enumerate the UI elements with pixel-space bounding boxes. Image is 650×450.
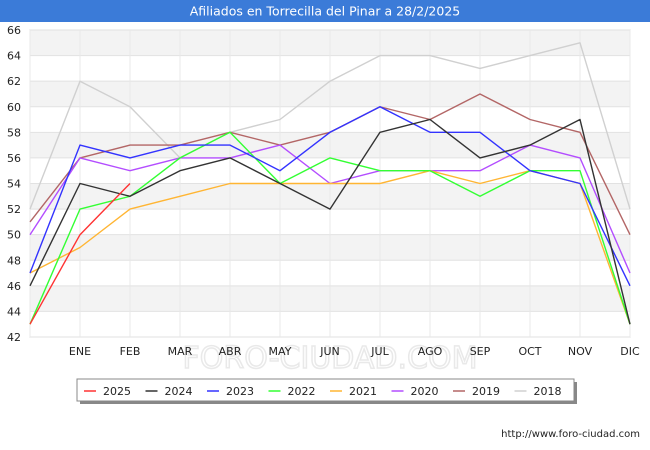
x-tick-label: ENE xyxy=(69,345,91,358)
legend-item-2020: 2020 xyxy=(391,385,439,398)
legend-label: 2023 xyxy=(226,385,254,398)
footer-url[interactable]: http://www.foro-ciudad.com xyxy=(501,429,640,440)
series-line-2025 xyxy=(29,183,131,325)
legend-item-2018: 2018 xyxy=(514,385,562,398)
legend-label: 2024 xyxy=(165,385,193,398)
x-tick-label: MAY xyxy=(269,345,292,358)
y-tick-label: 62 xyxy=(7,75,21,88)
x-tick-label: AGO xyxy=(418,345,443,358)
legend-label: 2018 xyxy=(534,385,562,398)
x-tick-label: OCT xyxy=(518,345,541,358)
x-tick-label: FEB xyxy=(120,345,141,358)
y-tick-label: 66 xyxy=(7,24,21,37)
watermark: FORO-CIUDAD.COM xyxy=(183,341,478,376)
series-line-2023 xyxy=(29,106,631,287)
title-bar xyxy=(0,0,650,22)
y-tick-label: 46 xyxy=(7,280,21,293)
x-tick-label: SEP xyxy=(470,345,491,358)
legend-item-2023: 2023 xyxy=(207,385,254,398)
y-tick-label: 64 xyxy=(7,50,21,63)
y-tick-label: 44 xyxy=(7,305,21,318)
legend-item-2024: 2024 xyxy=(145,385,193,398)
y-axis-ticks: 42 44 46 48 50 52 54 56 58 60 62 64 66 xyxy=(7,24,21,344)
legend-label: 2021 xyxy=(349,385,377,398)
x-tick-label: NOV xyxy=(568,345,593,358)
series-line-2024 xyxy=(29,118,631,325)
x-tick-label: JUL xyxy=(370,345,389,358)
legend: 2025 2024 2023 2022 2021 2020 2019 2018 xyxy=(84,385,562,398)
y-tick-label: 48 xyxy=(7,254,21,267)
legend-item-2022: 2022 xyxy=(268,385,316,398)
x-tick-label: ABR xyxy=(219,345,242,358)
legend-label: 2025 xyxy=(103,385,131,398)
x-tick-label: MAR xyxy=(168,345,193,358)
y-tick-label: 52 xyxy=(7,203,21,216)
legend-box xyxy=(76,378,575,402)
y-tick-label: 60 xyxy=(7,101,21,114)
legend-item-2025: 2025 xyxy=(84,385,131,398)
legend-label: 2022 xyxy=(288,385,316,398)
y-tick-label: 42 xyxy=(7,331,21,344)
x-axis-ticks: ENE FEB MAR ABR MAY JUN JUL AGO SEP OCT NOV DIC xyxy=(69,345,640,358)
legend-item-2019: 2019 xyxy=(453,385,500,398)
y-tick-label: 54 xyxy=(7,178,21,191)
y-tick-label: 50 xyxy=(7,229,21,242)
legend-item-2021: 2021 xyxy=(330,385,377,398)
y-tick-label: 58 xyxy=(7,126,21,139)
series-lines xyxy=(29,42,631,325)
legend-label: 2020 xyxy=(411,385,439,398)
x-tick-label: DIC xyxy=(620,345,640,358)
legend-label: 2019 xyxy=(472,385,500,398)
chart-title: Afiliados en Torrecilla del Pinar a 28/2… xyxy=(190,4,460,19)
series-line-2018 xyxy=(29,42,631,210)
y-tick-label: 56 xyxy=(7,152,21,165)
x-tick-label: JUN xyxy=(319,345,340,358)
